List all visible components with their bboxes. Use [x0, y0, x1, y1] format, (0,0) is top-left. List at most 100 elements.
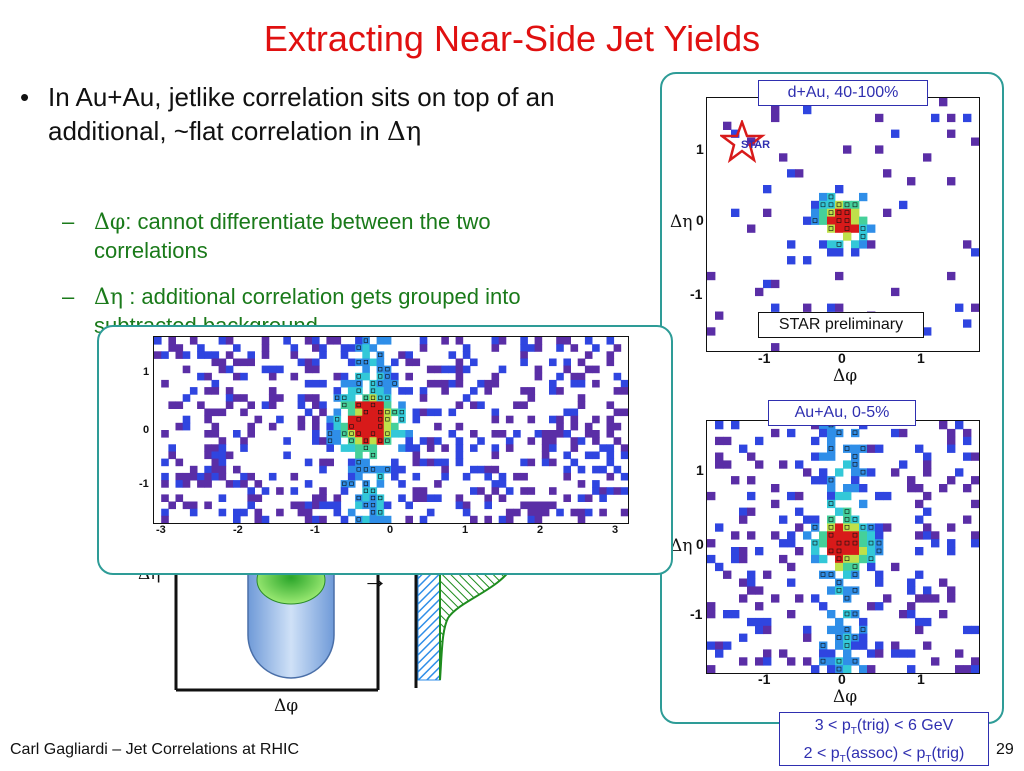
- heatmap-cell: [787, 428, 796, 438]
- heatmap-cell: [755, 617, 764, 627]
- heatmap-cell: [247, 401, 255, 409]
- heatmap-cell: [340, 430, 349, 438]
- heatmap-cell: [723, 641, 732, 650]
- heatmap-cell: [859, 641, 868, 650]
- heatmap-cell: [541, 458, 550, 467]
- wide-xtick-m3: -3: [156, 524, 166, 536]
- heatmap-cell: [803, 531, 812, 540]
- wide-ytick-m1: -1: [139, 478, 149, 490]
- heatmap-cell: [891, 641, 900, 650]
- heatmap-cell: [520, 344, 528, 352]
- heatmap-cell: [875, 444, 884, 453]
- heatmap-cell: [218, 494, 227, 502]
- heatmap-cell: [931, 594, 940, 603]
- heatmap-cell: [362, 372, 370, 381]
- heatmap-cell: [455, 379, 464, 388]
- dau-xtick-1: 1: [917, 350, 925, 366]
- heatmap-cell: [419, 494, 428, 502]
- heatmap-cell-marker: [327, 431, 333, 436]
- heatmap-cell: [204, 351, 212, 359]
- heatmap-cell: [326, 415, 334, 424]
- heatmap-cell: [319, 458, 327, 467]
- heatmap-cell: [204, 480, 212, 488]
- heatmap-cell: [739, 515, 748, 524]
- heatmap-cell: [233, 358, 241, 367]
- heatmap-cell: [426, 494, 435, 502]
- heatmap-cell: [819, 641, 828, 650]
- heatmap-cell: [613, 422, 622, 431]
- heatmap-cell: [606, 415, 615, 424]
- heatmap-cell-marker: [378, 395, 383, 400]
- heatmap-cell: [398, 351, 406, 359]
- heatmap-cell: [835, 271, 844, 281]
- heatmap-cell-marker: [852, 532, 858, 538]
- heatmap-cell: [549, 430, 557, 438]
- heatmap-cell: [218, 451, 227, 460]
- wide-plot: [153, 336, 629, 524]
- heatmap-cell: [739, 444, 748, 453]
- heatmap-cell: [851, 523, 860, 532]
- heatmap-cell-marker: [836, 556, 842, 562]
- heatmap-cell: [915, 484, 924, 493]
- heatmap-cell: [827, 570, 836, 579]
- heatmap-cell: [218, 508, 227, 517]
- heatmap-cell: [570, 422, 579, 431]
- heatmap-cell: [835, 224, 844, 233]
- heatmap-cell: [240, 508, 248, 517]
- heatmap-cell-marker: [828, 517, 834, 522]
- heatmap-cell: [448, 379, 457, 388]
- wide-xtick-m1: -1: [310, 524, 320, 536]
- wide-xtick-0: 0: [387, 524, 394, 536]
- heatmap-cell: [755, 657, 764, 666]
- heatmap-cell: [763, 617, 772, 627]
- heatmap-cell: [340, 372, 349, 381]
- heatmap-cell-marker: [356, 381, 361, 386]
- heatmap-cell: [240, 372, 248, 381]
- heatmap-cell: [197, 401, 205, 409]
- heatmap-cell: [859, 523, 868, 532]
- heatmap-cell: [391, 458, 399, 467]
- heatmap-cell: [197, 480, 205, 488]
- heatmap-cell: [233, 372, 241, 381]
- heatmap-cell: [851, 547, 860, 556]
- heatmap-cell: [398, 430, 406, 438]
- heatmap-cell: [835, 216, 844, 225]
- heatmap-cell: [405, 437, 413, 445]
- heatmap-cell: [204, 472, 212, 481]
- heatmap-cell: [606, 358, 615, 367]
- heatmap-cell: [570, 372, 579, 381]
- heatmap-cell-marker: [378, 510, 383, 515]
- heatmap-cell: [412, 451, 421, 460]
- heatmap-cell: [319, 487, 327, 495]
- heatmap-cell: [347, 508, 356, 517]
- heatmap-cell: [441, 337, 449, 345]
- heatmap-cell: [592, 451, 600, 460]
- heatmap-cell: [875, 649, 884, 658]
- heatmap-cell: [261, 365, 270, 374]
- heatmap-cell: [527, 344, 536, 352]
- heatmap-cell: [233, 430, 241, 438]
- heatmap-cell: [240, 444, 248, 452]
- heatmap-cell: [182, 422, 191, 431]
- heatmap-cell: [412, 472, 421, 481]
- heatmap-cell: [787, 610, 796, 619]
- heatmap-cell: [827, 610, 836, 619]
- heatmap-cell: [606, 451, 615, 460]
- heatmap-cell: [563, 494, 571, 502]
- heatmap-cell: [787, 256, 796, 265]
- heatmap-cell: [240, 408, 248, 417]
- heatmap-cell: [376, 408, 385, 417]
- heatmap-cell: [843, 460, 852, 469]
- heatmap-cell: [859, 232, 868, 241]
- heatmap-cell: [851, 428, 860, 438]
- heatmap-cell: [739, 554, 748, 564]
- heatmap-cell: [362, 351, 370, 359]
- bullet-dot: •: [20, 82, 30, 112]
- heatmap-cell: [723, 460, 732, 469]
- heatmap-cell: [477, 465, 485, 474]
- heatmap-cell: [297, 501, 306, 510]
- heatmap-cell: [827, 240, 836, 249]
- heatmap-cell: [405, 501, 413, 510]
- trig-l2-post: (trig): [931, 745, 965, 763]
- heatmap-cell: [771, 303, 780, 312]
